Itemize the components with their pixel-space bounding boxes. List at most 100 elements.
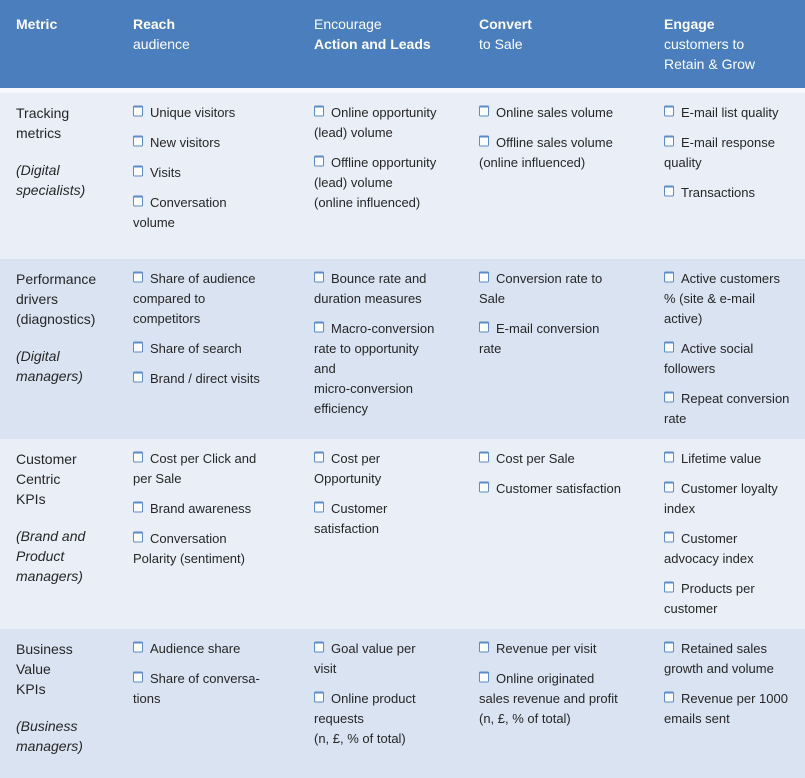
kpi-item-label: Audience share: [150, 641, 241, 656]
metric-subtitle: (Digital managers): [16, 348, 83, 384]
kpi-cell: Active customers % (site & e-mail active…: [664, 259, 805, 439]
checkbox-icon: [664, 341, 674, 353]
checkbox-icon: [664, 135, 674, 147]
kpi-item-label: New visitors: [150, 135, 221, 150]
checkbox-icon: [664, 185, 674, 197]
header-sublabel: to Sale: [479, 36, 523, 52]
checkbox-icon: [479, 451, 489, 463]
kpi-item: Online originated sales revenue and prof…: [479, 669, 652, 729]
metric-cell: Business Value KPIs (Business managers): [16, 629, 133, 778]
kpi-cell: Cost per Sale Customer satisfaction: [479, 439, 664, 629]
checkbox-icon: [133, 451, 143, 463]
checkbox-icon: [133, 195, 143, 207]
kpi-item-label: Active customers % (site & e-mail active…: [664, 271, 780, 326]
checkbox-icon: [664, 581, 674, 593]
header-cell-engage: Engage customers to Retain & Grow: [664, 0, 805, 88]
header-cell-metric: Metric: [16, 0, 133, 88]
header-cell-convert: Convert to Sale: [479, 0, 664, 88]
kpi-item: Share of search: [133, 339, 302, 359]
kpi-cell: Bounce rate and duration measures Macro-c…: [314, 259, 479, 439]
kpi-item: Brand awareness: [133, 499, 302, 519]
checkbox-icon: [664, 641, 674, 653]
checkbox-icon: [133, 671, 143, 683]
kpi-item: Offline opportunity (lead) volume (onlin…: [314, 153, 467, 213]
checkbox-icon: [133, 641, 143, 653]
kpi-cell: Cost per Click and per Sale Brand awarene…: [133, 439, 314, 629]
kpi-item: Customer loyalty index: [664, 479, 793, 519]
kpi-item-label: Macro-conversion rate to opportunity and…: [314, 321, 435, 416]
kpi-item-label: Online sales volume: [496, 105, 614, 120]
kpi-item-label: Revenue per 1000 emails sent: [664, 691, 788, 726]
kpi-item-label: E-mail response quality: [664, 135, 775, 170]
checkbox-icon: [664, 531, 674, 543]
kpi-item: Customer satisfaction: [479, 479, 652, 499]
metric-title: Business Value KPIs: [16, 641, 73, 697]
kpi-item: E-mail conversion rate: [479, 319, 652, 359]
kpi-item-label: Conversion rate to Sale: [479, 271, 603, 306]
kpi-cell: Online sales volume Offline sales volume …: [479, 93, 664, 259]
kpi-item: Cost per Click and per Sale: [133, 449, 302, 489]
checkbox-icon: [664, 391, 674, 403]
metric-title: Tracking metrics: [16, 105, 70, 141]
kpi-item-label: Offline sales volume (online influenced): [479, 135, 613, 170]
metric-title: Performance drivers (diagnostics): [16, 271, 97, 327]
kpi-cell: E-mail list quality E-mail response quali…: [664, 93, 805, 259]
checkbox-icon: [314, 105, 324, 117]
header-label: Action and Leads: [314, 36, 431, 52]
kpi-item: Online opportunity (lead) volume: [314, 103, 467, 143]
kpi-item-label: Products per customer: [664, 581, 755, 616]
table-header: Metric Reach audience Encourage Action a…: [0, 0, 805, 88]
header-label: Reach: [133, 16, 176, 32]
checkbox-icon: [133, 105, 143, 117]
metric-subtitle: (Brand and Product managers): [16, 528, 86, 584]
checkbox-icon: [479, 105, 489, 117]
metric-subtitle: (Business managers): [16, 718, 83, 754]
kpi-item-label: Share of conversa- tions: [133, 671, 260, 706]
kpi-item: Conversion rate to Sale: [479, 269, 652, 309]
kpi-item-label: Bounce rate and duration measures: [314, 271, 427, 306]
kpi-item: Revenue per visit: [479, 639, 652, 659]
kpi-item: Active customers % (site & e-mail active…: [664, 269, 793, 329]
kpi-item: Audience share: [133, 639, 302, 659]
table-row: Customer Centric KPIs (Brand and Product …: [0, 439, 805, 629]
kpi-item: Online product requests (n, £, % of tota…: [314, 689, 467, 749]
checkbox-icon: [133, 531, 143, 543]
kpi-item: Share of audience compared to competitor…: [133, 269, 302, 329]
kpi-item-label: Online opportunity (lead) volume: [314, 105, 437, 140]
kpi-item-label: Conversation Polarity (sentiment): [133, 531, 245, 566]
header-label: Engage: [664, 16, 715, 32]
checkbox-icon: [664, 481, 674, 493]
checkbox-icon: [133, 371, 143, 383]
kpi-item: Active social followers: [664, 339, 793, 379]
kpi-item-label: Goal value per visit: [314, 641, 416, 676]
header-cell-reach: Reach audience: [133, 0, 314, 88]
checkbox-icon: [314, 451, 324, 463]
checkbox-icon: [133, 165, 143, 177]
kpi-item-label: Online originated sales revenue and prof…: [479, 671, 618, 726]
checkbox-icon: [133, 341, 143, 353]
kpi-cell: Revenue per visit Online originated sales…: [479, 629, 664, 778]
metric-cell: Performance drivers (diagnostics) (Digita…: [16, 259, 133, 439]
checkbox-icon: [133, 501, 143, 513]
kpi-item: Repeat conversion rate: [664, 389, 793, 429]
table-row: Business Value KPIs (Business managers) Au…: [0, 629, 805, 778]
checkbox-icon: [314, 155, 324, 167]
metric-cell: Customer Centric KPIs (Brand and Product …: [16, 439, 133, 629]
checkbox-icon: [479, 271, 489, 283]
header-label: Convert: [479, 16, 532, 32]
kpi-item: Retained sales growth and volume: [664, 639, 793, 679]
kpi-item-label: Online product requests (n, £, % of tota…: [314, 691, 416, 746]
checkbox-icon: [664, 451, 674, 463]
kpi-item-label: Visits: [150, 165, 181, 180]
kpi-item: Online sales volume: [479, 103, 652, 123]
kpi-cell: Online opportunity (lead) volume Offline …: [314, 93, 479, 259]
kpi-item-label: Offline opportunity (lead) volume (onlin…: [314, 155, 437, 210]
kpi-item-label: Revenue per visit: [496, 641, 597, 656]
kpi-item: Share of conversa- tions: [133, 669, 302, 709]
kpi-item-label: Cost per Click and per Sale: [133, 451, 257, 486]
kpi-item: Conversation volume: [133, 193, 302, 233]
kpi-item: Brand / direct visits: [133, 369, 302, 389]
kpi-item-label: Customer satisfaction: [314, 501, 388, 536]
kpi-item: Visits: [133, 163, 302, 183]
